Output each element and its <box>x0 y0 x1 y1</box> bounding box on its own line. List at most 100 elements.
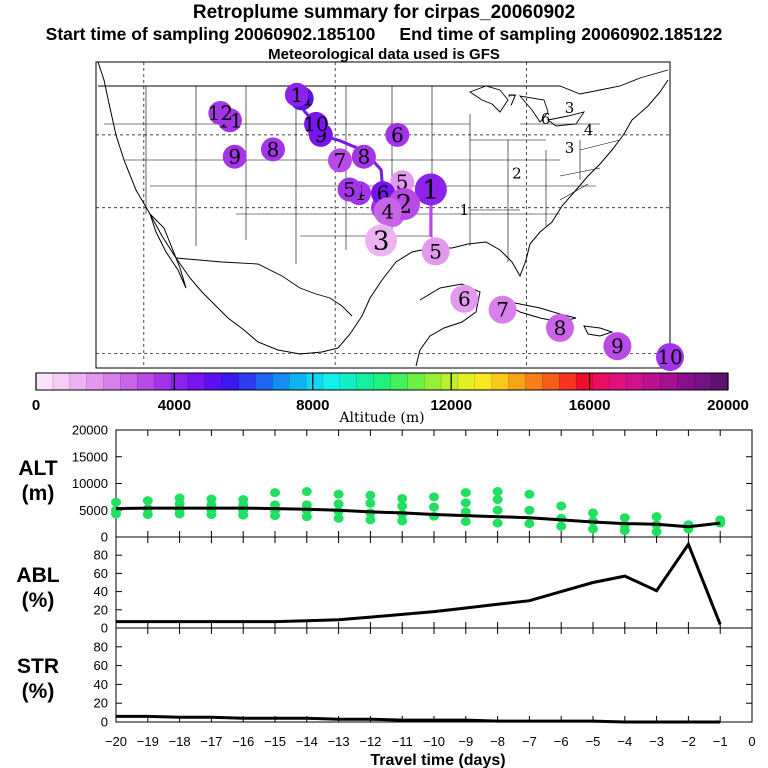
small-map-label: 7 <box>507 92 517 110</box>
day-marker: 3 <box>365 224 398 257</box>
colorbar-cell <box>677 373 695 390</box>
alt-scatter-point <box>397 501 408 511</box>
alt-scatter-point <box>333 489 344 499</box>
back-marker-label: 7 <box>334 148 347 172</box>
small-map-label: 3 <box>565 99 575 117</box>
alt-scatter-point <box>492 505 503 515</box>
alt-scatter-point <box>365 490 376 500</box>
colorbar-cell <box>559 373 577 390</box>
alt-scatter-point <box>492 518 503 528</box>
alt-scatter-point <box>429 492 439 502</box>
day-marker-dot <box>603 332 632 361</box>
small-map-label: 1 <box>460 201 470 219</box>
mexico-border <box>175 257 353 317</box>
hispaniola-outline <box>583 325 614 337</box>
colorbar-cell <box>390 373 408 390</box>
colorbar-cell <box>52 373 71 390</box>
colorbar-tick-label: 12000 <box>430 397 472 414</box>
alt-scatter-point <box>365 498 376 508</box>
str-panel: 0 20 40 60 80 STR(%) <box>17 627 753 730</box>
alt-scatter-point <box>238 510 249 520</box>
back-marker-dot <box>385 122 410 147</box>
abl-panel-unit: (%) <box>22 589 55 612</box>
day-marker: 9 <box>603 332 632 361</box>
colorbar-cell <box>103 373 121 390</box>
back-marker: 9 <box>222 144 247 169</box>
small-map-label: 4 <box>584 121 594 139</box>
back-marker-dot <box>284 82 309 107</box>
back-marker: 6 <box>385 122 410 147</box>
alt-scatter-point <box>397 493 408 503</box>
day-marker: 4 <box>373 197 402 226</box>
abl-ytick-label: 40 <box>94 584 108 599</box>
alt-scatter-point <box>142 496 153 506</box>
str-ytick-label: 20 <box>94 696 108 711</box>
x-tick-label: −2 <box>681 734 696 749</box>
abl-ytick-label: 0 <box>101 621 108 636</box>
colorbar-cell <box>36 373 54 390</box>
str-line <box>116 714 721 724</box>
colorbar-cell <box>441 373 459 390</box>
colorbar-cell <box>576 373 594 390</box>
yucatan-coastline <box>415 283 481 367</box>
alt-panel-label: ALT <box>18 457 57 480</box>
alt-scatter-point <box>460 498 471 508</box>
x-tick-label: −13 <box>328 734 350 749</box>
gulf-atlantic-coastline <box>337 79 669 349</box>
x-axis-title: Travel time (days) <box>370 752 505 768</box>
abl-panel: 0 20 40 60 80 ABL(%) <box>16 536 753 636</box>
colorbar-cell <box>120 373 138 390</box>
alt-scatter-point <box>397 516 408 526</box>
alt-scatter-point <box>333 513 344 523</box>
altitude-colorbar: 0 4000 8000 12000 16000 20000 Altitude (m) <box>32 372 749 426</box>
abl-line <box>116 541 722 625</box>
day-marker-label: 6 <box>458 287 471 311</box>
colorbar-cell <box>356 373 374 390</box>
day-marker-label: 3 <box>373 227 390 257</box>
colorbar-cell <box>154 373 172 390</box>
small-map-label: 2 <box>512 165 522 183</box>
alt-scatter-point <box>715 518 726 528</box>
state-boundary <box>579 139 621 151</box>
alt-scatter-point <box>301 512 312 522</box>
back-marker-dot <box>222 144 247 169</box>
colorbar-cell <box>407 373 425 390</box>
map-panel: 1234564578910116891112112345678910763432… <box>95 61 684 372</box>
colorbar-cell <box>424 373 442 390</box>
back-marker-dot <box>351 144 376 169</box>
time-series-panels: 05000100001500020000ALT(m)020406080ABL(%… <box>16 423 755 768</box>
abl-panel-label: ABL <box>16 564 59 587</box>
x-tick-label: −4 <box>617 734 632 749</box>
back-marker-dot <box>260 137 285 162</box>
cuba-outline <box>499 299 577 323</box>
abl-frame <box>115 536 753 629</box>
alt-scatter-point <box>142 510 153 520</box>
alt-scatter-point <box>111 509 121 519</box>
x-tick-label: −20 <box>105 734 127 749</box>
day-marker-label: 4 <box>381 199 394 223</box>
colorbar-cell <box>525 373 543 390</box>
colorbar-cell <box>626 373 645 390</box>
colorbar-cell <box>69 373 88 390</box>
x-tick-label: 0 <box>748 734 755 749</box>
back-marker-dot <box>337 177 362 202</box>
alt-scatter-point <box>588 508 598 518</box>
alt-scatter-point <box>111 497 121 507</box>
alt-ytick-label: 15000 <box>72 449 108 464</box>
x-tick-label: −3 <box>649 734 664 749</box>
colorbar-cell <box>86 373 104 390</box>
colorbar-cell <box>491 373 509 390</box>
x-tick-label: −5 <box>586 734 601 749</box>
x-tick-label: −16 <box>232 734 254 749</box>
back-marker-label: 8 <box>267 137 280 161</box>
x-tick-label: −12 <box>359 734 381 749</box>
state-boundary <box>559 183 589 201</box>
back-marker-dot <box>390 170 415 195</box>
alt-ytick-label: 20000 <box>72 423 108 438</box>
alt-scatter-point <box>556 501 567 511</box>
day-marker-label: 8 <box>554 316 567 340</box>
day-marker-label: 1 <box>423 176 440 206</box>
met-data-label: Meteorological data used is GFS <box>268 46 500 63</box>
colorbar-cell <box>373 373 391 390</box>
